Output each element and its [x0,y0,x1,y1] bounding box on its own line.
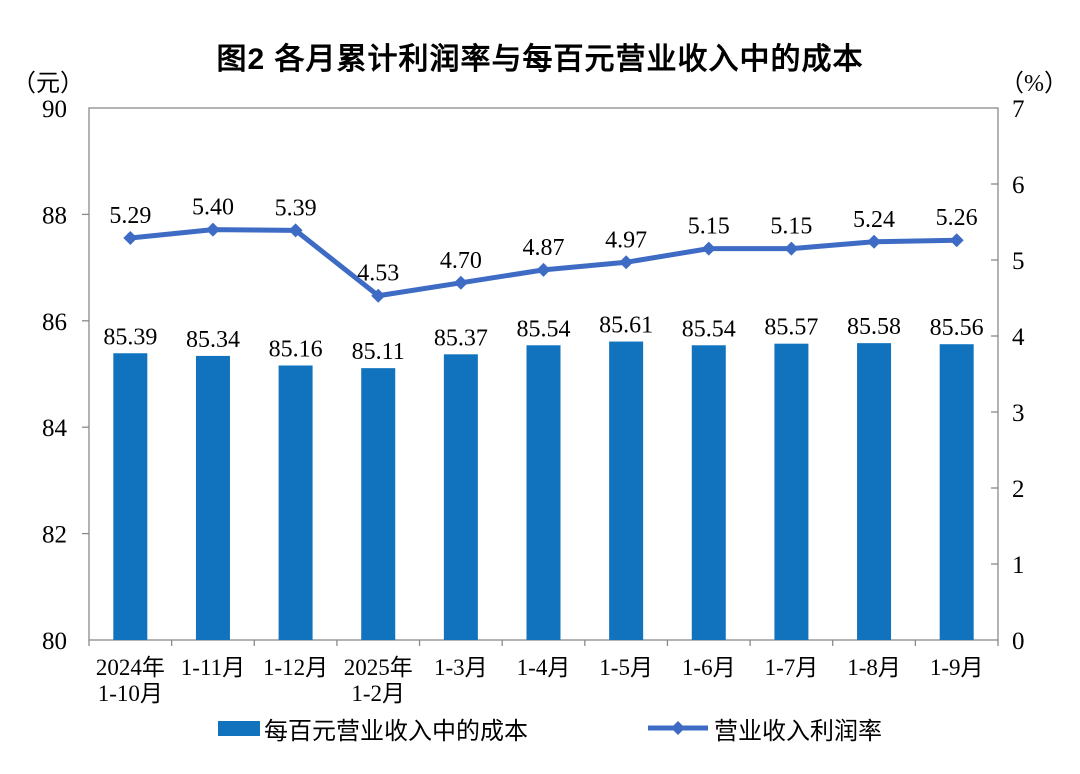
bar-value-label: 85.61 [599,313,653,339]
bar-value-label: 85.58 [847,314,901,340]
left-axis-tick-label: 84 [42,415,68,442]
bar [113,353,148,640]
category-label: 1-4月 [517,655,571,680]
right-axis-tick-label: 2 [1012,476,1025,503]
right-axis-tick-label: 6 [1012,172,1025,199]
bar-series-label: 每百元营业收入中的成本 [264,718,528,745]
category-label: 1-12月 [263,655,328,680]
line-marker-icon [536,262,551,277]
bar-series-swatch-icon [218,720,260,736]
category-label: 1-10月 [98,681,163,706]
right-axis-tick-label: 0 [1012,628,1025,655]
left-axis-tick-label: 88 [42,202,67,229]
legend-item-cost: 每百元营业收入中的成本 [218,712,528,745]
bar-value-label: 85.54 [517,316,571,342]
right-axis-tick-label: 7 [1012,96,1025,123]
bar [526,345,561,640]
bar [443,354,478,640]
line-value-label: 5.39 [275,195,317,221]
left-axis-tick-label: 82 [42,522,67,549]
right-axis-unit-label: （%） [1000,71,1068,97]
category-label: 2025年 [344,655,413,680]
bar [691,345,726,640]
line-series-swatch-icon [648,721,708,735]
bar [361,368,396,640]
bar [857,343,892,640]
line-marker-icon [288,223,303,238]
line-value-label: 4.70 [440,248,482,274]
line-value-label: 5.15 [688,214,730,240]
line-marker-icon [949,233,964,248]
left-axis-tick-label: 86 [42,309,67,336]
bar [609,341,644,640]
line-value-label: 4.53 [357,261,399,287]
line-value-label: 5.15 [770,214,812,240]
line-marker-icon [867,234,882,249]
left-axis-tick-label: 90 [42,96,67,123]
line-value-label: 5.29 [109,203,151,229]
category-label: 1-11月 [181,655,245,680]
category-label: 1-7月 [765,655,819,680]
chart-title: 图2 各月累计利润率与每百元营业收入中的成本 [216,43,864,76]
line-value-label: 4.97 [605,227,647,253]
bar-value-label: 85.57 [764,315,818,341]
right-axis-tick-label: 1 [1012,552,1025,579]
bar [195,355,230,640]
category-label: 1-6月 [682,655,736,680]
bar-value-label: 85.11 [352,339,405,365]
bar-value-label: 85.34 [186,327,240,353]
legend-item-profit-rate: 营业收入利润率 [646,712,882,745]
line-marker-icon [784,241,799,256]
line-series-label: 营业收入利润率 [714,718,882,745]
category-label: 2024年 [96,655,165,680]
right-axis-tick-label: 5 [1012,248,1025,275]
bar-value-label: 85.54 [682,316,736,342]
line-marker-icon [371,288,386,303]
right-axis-tick-label: 3 [1012,400,1025,427]
bar-value-label: 85.56 [930,315,984,341]
line-value-label: 4.87 [523,235,565,261]
left-axis-tick-label: 80 [42,628,67,655]
legend: 每百元营业收入中的成本 营业收入利润率 [0,712,1080,745]
category-label: 1-5月 [599,655,653,680]
line-marker-icon [205,222,220,237]
category-label: 1-2月 [351,681,405,706]
bar [774,343,809,640]
right-axis-tick-label: 4 [1012,324,1025,351]
bar-value-label: 85.39 [103,324,157,350]
bar-value-label: 85.16 [269,336,323,362]
bar [939,344,974,640]
line-marker-icon [123,230,138,245]
line-marker-icon [701,241,716,256]
bar-value-label: 85.37 [434,325,488,351]
category-label: 1-9月 [930,655,984,680]
line-value-label: 5.40 [192,195,234,221]
line-marker-icon [619,255,634,270]
left-axis-unit-label: （元） [12,71,84,97]
category-label: 1-8月 [847,655,901,680]
category-label: 1-3月 [434,655,488,680]
bar [278,365,313,640]
line-value-label: 5.24 [853,207,895,233]
line-marker-icon [453,275,468,290]
line-value-label: 5.26 [936,205,978,231]
